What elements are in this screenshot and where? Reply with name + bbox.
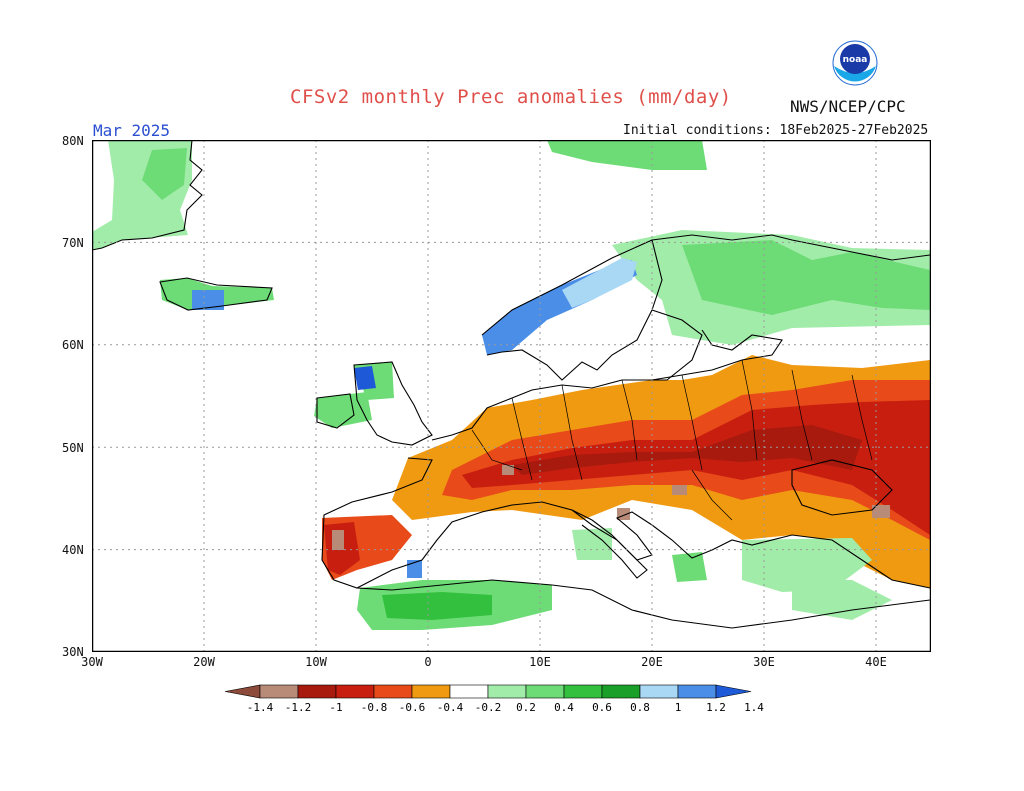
ireland-coast [316, 393, 355, 429]
italy-coast [571, 509, 648, 579]
legend-arrow-right [715, 684, 752, 699]
legend-swatch [639, 684, 679, 699]
arctic-wet [547, 140, 707, 170]
britain-coast [353, 361, 433, 446]
legend-swatch [601, 684, 641, 699]
legend-tick-label: -0.4 [437, 701, 464, 714]
black-sea-extreme [872, 505, 890, 518]
agency-label: NWS/NCEP/CPC [790, 97, 906, 116]
legend-tick-label: 0.4 [554, 701, 574, 714]
lon-label-20e: 20E [641, 655, 663, 669]
lat-label-30n: 30N [62, 645, 84, 659]
legend-tick-label: -0.2 [475, 701, 502, 714]
legend-tick-label: -1.2 [285, 701, 312, 714]
legend-arrow-left [225, 684, 261, 699]
lon-label-10e: 10E [529, 655, 551, 669]
scotland-blue [354, 366, 376, 390]
east-med-wet [792, 580, 892, 620]
noaa-logo-text: noaa [843, 55, 868, 65]
legend-tick-label: 1 [675, 701, 682, 714]
legend-swatch [449, 684, 489, 699]
iceland-blue [192, 290, 224, 310]
legend-tick-label: 0.2 [516, 701, 536, 714]
noaa-logo-icon: noaa [832, 40, 878, 86]
north-africa-wet-core [382, 592, 492, 620]
lon-label-20w: 20W [193, 655, 215, 669]
black-sea-coast [791, 459, 893, 516]
legend-swatch [563, 684, 603, 699]
map-title: CFSv2 monthly Prec anomalies (mm/day) [290, 86, 732, 108]
initial-conditions: Initial conditions: 18Feb2025-27Feb2025 [623, 123, 929, 138]
legend-tick-label: -0.8 [361, 701, 388, 714]
lat-label-70n: 70N [62, 236, 84, 250]
greenland-coast [92, 140, 203, 251]
lon-label-30e: 30E [753, 655, 775, 669]
legend-swatch [297, 684, 337, 699]
lat-label-80n: 80N [62, 134, 84, 148]
graticule [92, 140, 931, 652]
lat-label-40n: 40N [62, 543, 84, 557]
map-frame [92, 140, 931, 652]
legend-tick-label: 1.2 [706, 701, 726, 714]
greenland-wet-core [142, 148, 187, 200]
legend-tick-label: -1 [329, 701, 342, 714]
iberia-extreme [332, 530, 344, 550]
country-borders [471, 359, 873, 521]
color-legend: -1.4 -1.2 -1 -0.8 -0.6 -0.4 -0.2 0.2 0.4 0.6 0.8 1 1… [225, 684, 764, 714]
sardinia-wet [572, 528, 612, 560]
norway-coast-lightblue [562, 258, 637, 308]
legend-tick-label: -1.4 [247, 701, 274, 714]
anomaly-map [92, 140, 931, 652]
mainland-coast [321, 379, 931, 589]
lon-label-30w: 30W [81, 655, 103, 669]
legend-swatch [259, 684, 299, 699]
legend-swatch [525, 684, 565, 699]
legend-tick-label: 1.4 [744, 701, 764, 714]
east-spain-blue [407, 560, 422, 578]
lat-label-60n: 60N [62, 338, 84, 352]
lat-label-50n: 50N [62, 441, 84, 455]
scandinavia-coast [481, 234, 931, 381]
balkans-extreme [672, 485, 687, 495]
legend-tick-label: 0.6 [592, 701, 612, 714]
lon-label-10w: 10W [305, 655, 327, 669]
legend-swatch [335, 684, 375, 699]
legend-tick-label: 0.8 [630, 701, 650, 714]
coastlines [92, 140, 931, 629]
legend-swatch [487, 684, 527, 699]
lon-label-40e: 40E [865, 655, 887, 669]
africa-coast [356, 579, 931, 629]
iceland-coast [159, 277, 273, 311]
alps-extreme [502, 465, 514, 475]
legend-swatch [373, 684, 413, 699]
dry-band-very-strong [512, 425, 862, 475]
legend-swatch [677, 684, 717, 699]
north-russia-wet [682, 240, 930, 315]
legend-swatch [411, 684, 451, 699]
lon-label-0: 0 [424, 655, 432, 669]
balkans-wet [672, 552, 707, 582]
legend-tick-label: -0.6 [399, 701, 426, 714]
baltic-coast [651, 329, 783, 381]
anomaly-fields [92, 140, 930, 630]
turkey-wet [742, 538, 872, 592]
forecast-month: Mar 2025 [93, 121, 171, 140]
